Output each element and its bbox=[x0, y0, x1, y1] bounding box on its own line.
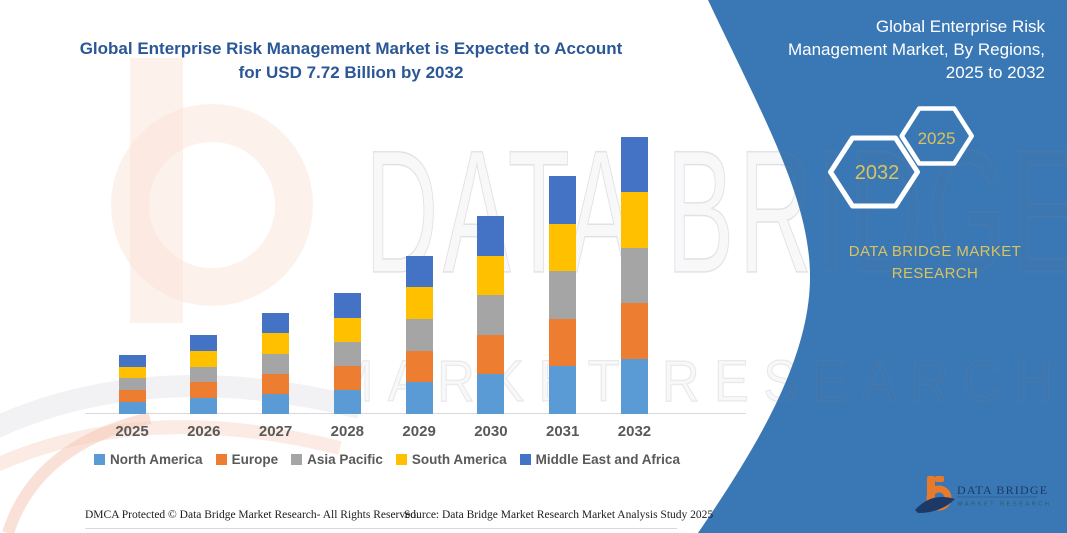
legend-swatch bbox=[291, 454, 303, 465]
panel-heading-line2: Management Market, By Regions, bbox=[787, 40, 1045, 59]
legend-label: North America bbox=[110, 452, 203, 467]
bar-segment-south-america bbox=[620, 192, 648, 248]
bar-segment-middle-east-and-africa bbox=[549, 176, 577, 224]
blue-panel-shape bbox=[698, 0, 1067, 533]
bar-segment-europe bbox=[333, 365, 361, 390]
bar-segment-south-america bbox=[190, 350, 218, 367]
bar-segment-middle-east-and-africa bbox=[620, 136, 648, 193]
logo-tagline: MARKET RESEARCH bbox=[958, 502, 1052, 508]
bar-segment-asia-pacific bbox=[549, 271, 577, 319]
panel-heading-line1: Global Enterprise Risk bbox=[875, 17, 1045, 36]
bar-segment-middle-east-and-africa bbox=[333, 293, 361, 318]
logo-swoosh bbox=[915, 497, 955, 513]
stacked-bar-2030 bbox=[477, 216, 505, 414]
x-axis-label: 2026 bbox=[187, 423, 221, 440]
stacked-bar-2026 bbox=[190, 334, 218, 414]
chart-title-line1: Global Enterprise Risk Management Market… bbox=[79, 39, 623, 58]
dmca-notice: DMCA Protected © Data Bridge Market Rese… bbox=[85, 509, 419, 521]
stacked-bar-2025 bbox=[118, 354, 146, 414]
bar-segment-asia-pacific bbox=[620, 247, 648, 304]
bar-segment-north-america bbox=[118, 402, 146, 414]
bar-segment-middle-east-and-africa bbox=[262, 313, 290, 334]
x-axis-label: 2031 bbox=[545, 423, 580, 440]
x-axis-label: 2028 bbox=[330, 423, 365, 440]
bar-segment-south-america bbox=[405, 287, 433, 319]
chart-legend: North America Europe Asia Pacific South Ame… bbox=[85, 452, 689, 467]
bar-segment-north-america bbox=[262, 393, 290, 414]
brand-text-line2: RESEARCH bbox=[891, 265, 979, 282]
stacked-bar-2029 bbox=[405, 255, 433, 414]
legend-label: South America bbox=[411, 452, 507, 467]
legend-item: Middle East and Africa bbox=[519, 452, 680, 467]
bar-segment-north-america bbox=[477, 374, 505, 414]
bar-segment-south-america bbox=[549, 223, 577, 272]
bar-segment-asia-pacific bbox=[405, 318, 433, 351]
legend-item: South America bbox=[395, 452, 507, 467]
bar-segment-europe bbox=[620, 303, 648, 359]
bar-segment-south-america bbox=[333, 317, 361, 342]
x-axis-label: 2025 bbox=[115, 423, 149, 440]
logo-wordmark: DATA BRIDGE bbox=[957, 483, 1048, 497]
bar-segment-europe bbox=[190, 382, 218, 399]
stacked-bar-2031 bbox=[549, 176, 577, 414]
bar-segment-middle-east-and-africa bbox=[190, 334, 218, 351]
bar-segment-asia-pacific bbox=[262, 353, 290, 374]
source-note: Source: Data Bridge Market Research Mark… bbox=[404, 509, 714, 521]
chart-title-line2: for USD 7.72 Billion by 2032 bbox=[238, 63, 464, 82]
legend-swatch bbox=[94, 454, 106, 465]
bar-segment-asia-pacific bbox=[477, 295, 505, 335]
brand-text-line1: DATA BRIDGE MARKET bbox=[848, 243, 1022, 260]
data-bridge-logo: DATA BRIDGE MARKET RESEARCH bbox=[915, 476, 1052, 513]
bar-segment-europe bbox=[477, 334, 505, 375]
bar-segment-middle-east-and-africa bbox=[118, 354, 146, 367]
stacked-bar-2032 bbox=[620, 136, 648, 414]
bar-segment-north-america bbox=[549, 366, 577, 414]
bar-segment-north-america bbox=[190, 398, 218, 414]
stacked-bar-2028 bbox=[333, 293, 361, 414]
footer-separator-line bbox=[85, 528, 677, 529]
bar-segment-europe bbox=[118, 390, 146, 403]
bar-segment-south-america bbox=[477, 255, 505, 296]
x-axis-label: 2027 bbox=[258, 423, 293, 440]
bar-segment-middle-east-and-africa bbox=[477, 216, 505, 256]
logo-b-flag bbox=[935, 476, 944, 482]
legend-item: North America bbox=[94, 452, 203, 467]
legend-label: Asia Pacific bbox=[307, 452, 383, 467]
brand-text: DATA BRIDGE MARKET RESEARCH bbox=[815, 241, 1055, 285]
legend-item: Europe bbox=[215, 452, 279, 467]
bar-segment-middle-east-and-africa bbox=[405, 255, 433, 288]
legend-label: Middle East and Africa bbox=[535, 452, 680, 467]
bar-segment-asia-pacific bbox=[333, 341, 361, 366]
bar-segment-north-america bbox=[405, 382, 433, 414]
x-axis-label: 2030 bbox=[474, 423, 508, 440]
bar-segment-europe bbox=[549, 318, 577, 367]
legend-swatch bbox=[519, 454, 531, 465]
bar-segment-europe bbox=[405, 350, 433, 383]
bar-segment-europe bbox=[262, 373, 290, 394]
x-axis-label: 2032 bbox=[617, 423, 652, 440]
legend-swatch bbox=[215, 454, 227, 465]
legend-item: Asia Pacific bbox=[291, 452, 383, 467]
legend-swatch bbox=[395, 454, 407, 465]
panel-heading: Global Enterprise Risk Management Market… bbox=[715, 15, 1045, 84]
bar-segment-north-america bbox=[620, 358, 648, 414]
bar-segment-asia-pacific bbox=[118, 378, 146, 391]
bar-segment-north-america bbox=[333, 389, 361, 414]
bar-segment-south-america bbox=[262, 333, 290, 354]
legend-label: Europe bbox=[231, 452, 279, 467]
panel-heading-line3: 2025 to 2032 bbox=[945, 63, 1045, 82]
stacked-bar-2027 bbox=[262, 313, 290, 414]
bar-segment-asia-pacific bbox=[190, 366, 218, 383]
bar-segment-south-america bbox=[118, 366, 146, 379]
x-axis-label: 2029 bbox=[402, 423, 436, 440]
chart-title: Global Enterprise Risk Management Market… bbox=[60, 37, 642, 85]
